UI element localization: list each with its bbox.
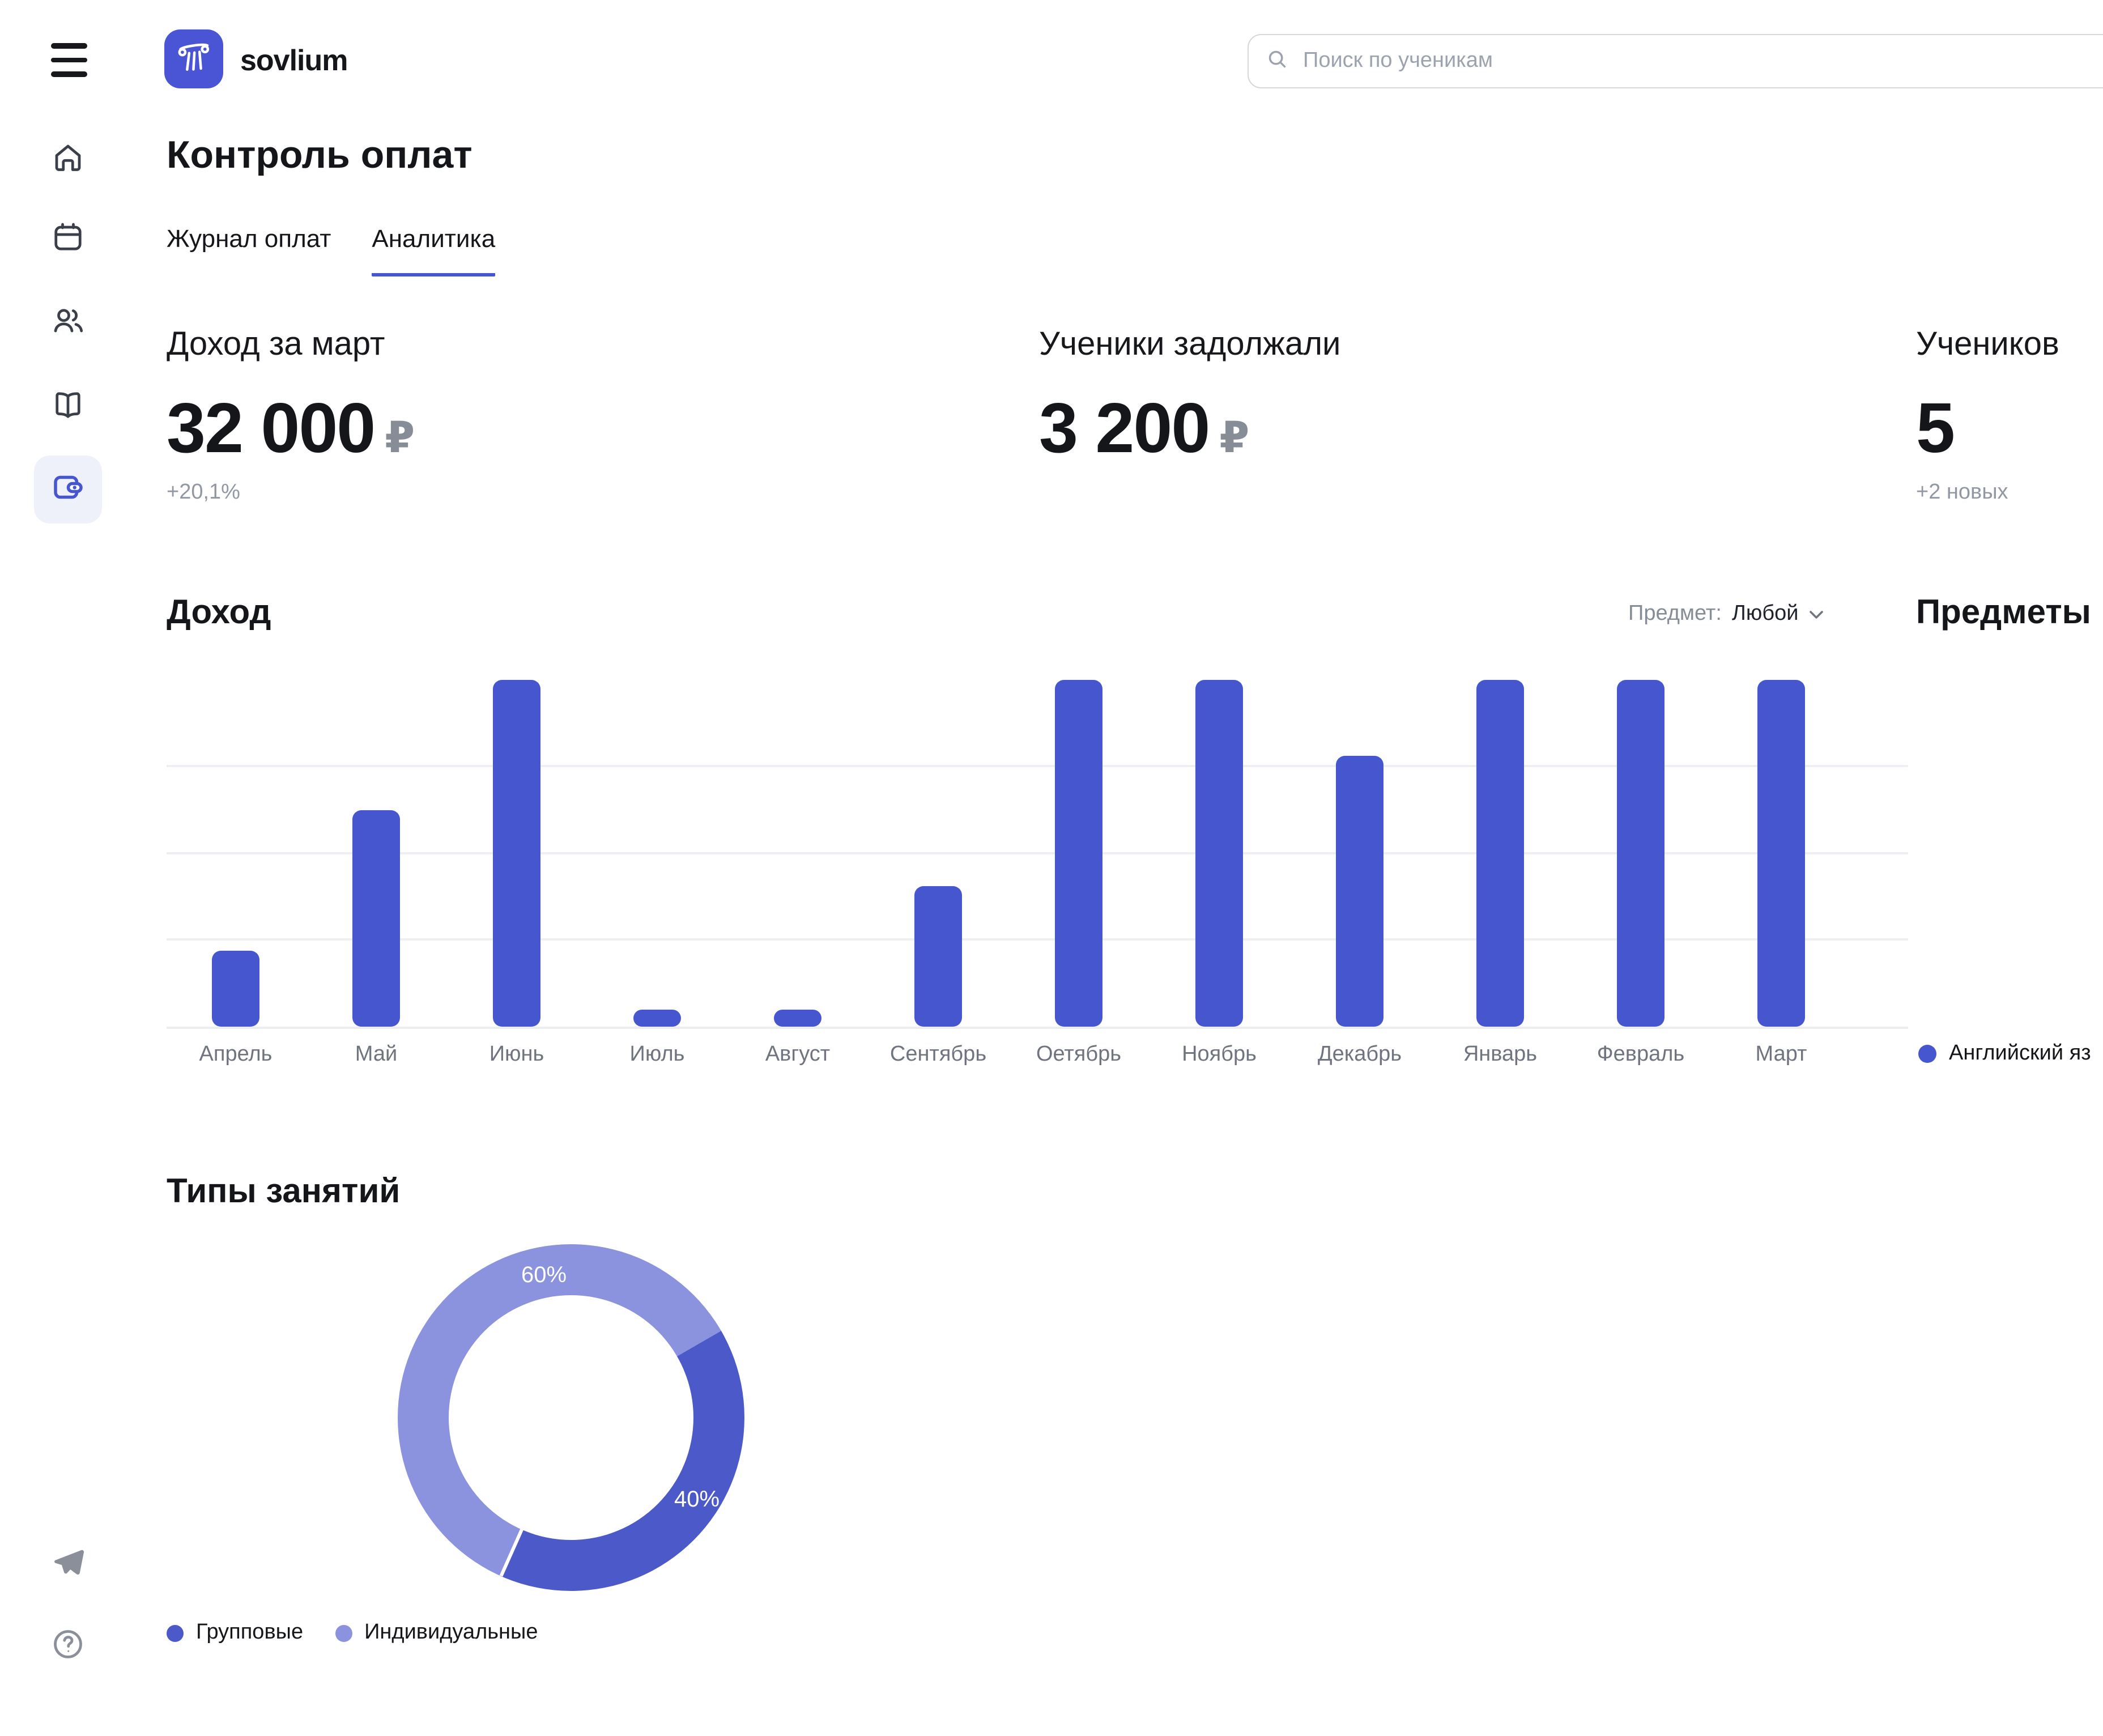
x-axis-label: Оетябрь: [1036, 1043, 1122, 1066]
search-icon: [1265, 46, 1289, 76]
x-axis-label: Май: [355, 1043, 398, 1066]
hamburger-menu-icon[interactable]: [51, 43, 87, 77]
x-axis-label: Февраль: [1597, 1043, 1685, 1066]
income-chart-title: Доход: [167, 594, 271, 631]
income-bar-chart: [167, 680, 1908, 1029]
lesson-types-title: Типы занятий: [167, 1173, 401, 1210]
stat-value: 32 000: [167, 390, 376, 468]
stat-income-march: Доход за март 32 000 ₽ +20,1%: [167, 326, 415, 505]
income-chart-legend: Английский яз: [1918, 1041, 2091, 1066]
donut-hole: [449, 1295, 693, 1540]
gridline: [167, 938, 1908, 941]
bar-Декабрь[interactable]: [1336, 756, 1383, 1027]
stat-label: Учеников: [1916, 326, 2059, 363]
donut-label-60: 60%: [521, 1263, 567, 1288]
x-axis-label: Июль: [629, 1043, 685, 1066]
x-axis-label: Сентябрь: [889, 1043, 987, 1066]
tab-payment-journal[interactable]: Журнал оплат: [167, 224, 331, 253]
book-icon: [51, 387, 85, 427]
x-axis-label: Апрель: [199, 1043, 273, 1066]
stat-students-owe: Ученики задолжали 3 200 ₽: [1039, 326, 1340, 469]
legend-dot-english: [1918, 1045, 1936, 1063]
sidebar-item-students[interactable]: [34, 289, 102, 357]
bar-Май[interactable]: [352, 810, 400, 1027]
legend-label-group: Групповые: [196, 1620, 304, 1644]
tab-bar: Журнал оплат Аналитика: [167, 224, 496, 276]
filter-value: Любой: [1731, 602, 1799, 626]
bar-Июнь[interactable]: [493, 680, 540, 1027]
search-box[interactable]: [1248, 34, 2103, 88]
x-axis-label: Ноябрь: [1182, 1043, 1257, 1066]
sidebar-item-home[interactable]: [34, 126, 102, 194]
column-icon: [173, 36, 214, 82]
legend-item-individual: Индивидуальные: [335, 1620, 538, 1645]
help-icon: [51, 1627, 85, 1666]
home-icon: [51, 140, 85, 180]
stat-label: Ученики задолжали: [1039, 326, 1341, 363]
legend-dot-group: [167, 1624, 184, 1641]
sidebar-item-calendar[interactable]: [34, 205, 102, 273]
stat-label: Доход за март: [167, 326, 385, 363]
sidebar-item-telegram[interactable]: [34, 1531, 102, 1599]
sidebar-item-payments[interactable]: [34, 456, 102, 524]
legend-item-group: Групповые: [167, 1620, 303, 1645]
income-chart-x-axis: Апрель Май Июнь Июль Август Сентябрь Оетябрь Но…: [167, 1043, 1908, 1072]
stat-students-count: Учеников 5 +2 новых: [1916, 326, 2059, 505]
x-axis-label: Март: [1755, 1043, 1807, 1066]
bar-Ноябрь[interactable]: [1195, 680, 1243, 1027]
tab-analytics[interactable]: Аналитика: [372, 224, 496, 276]
page-title: Контроль оплат: [167, 134, 472, 177]
subjects-panel-title: Предметы: [1916, 594, 2091, 631]
ruble-sign: ₽: [1219, 415, 1249, 462]
stat-delta: +20,1%: [167, 480, 240, 504]
calendar-icon: [51, 219, 85, 259]
x-axis-label: Январь: [1463, 1043, 1538, 1066]
legend-label-english: Английский яз: [1949, 1041, 2091, 1065]
lesson-types-donut-chart[interactable]: 60% 40%: [398, 1244, 744, 1591]
x-axis-label: Декабрь: [1317, 1043, 1402, 1066]
donut-label-40: 40%: [674, 1487, 720, 1512]
sidebar-item-materials[interactable]: [34, 373, 102, 441]
stat-delta: +2 новых: [1916, 480, 2008, 504]
bar-Август[interactable]: [774, 1010, 821, 1027]
brand-name: sovlium: [240, 43, 348, 77]
gridline: [167, 852, 1908, 854]
chevron-down-icon: [1808, 602, 1824, 627]
bar-Сентябрь[interactable]: [914, 886, 962, 1027]
filter-prefix: Предмет:: [1628, 602, 1722, 626]
users-icon: [51, 303, 85, 343]
bar-Апрель[interactable]: [212, 951, 259, 1027]
subject-filter-dropdown[interactable]: Предмет: Любой: [1628, 602, 1824, 627]
bar-Январь[interactable]: [1476, 680, 1524, 1027]
bar-Оетябрь[interactable]: [1055, 680, 1102, 1027]
bar-Июль[interactable]: [633, 1010, 681, 1027]
bar-Март[interactable]: [1757, 680, 1805, 1027]
legend-label-individual: Индивидуальные: [364, 1620, 538, 1644]
wallet-icon: [51, 470, 85, 509]
x-axis-label: Август: [765, 1043, 831, 1066]
telegram-icon: [51, 1545, 85, 1585]
lesson-types-legend: Групповые Индивидуальные: [167, 1620, 538, 1645]
legend-dot-individual: [335, 1624, 352, 1641]
stat-value: 3 200: [1039, 390, 1210, 468]
bar-Февраль[interactable]: [1617, 680, 1664, 1027]
search-input[interactable]: [1301, 48, 2103, 75]
app-logo[interactable]: [164, 29, 223, 88]
x-axis-label: Июнь: [489, 1043, 544, 1066]
gridline: [167, 765, 1908, 767]
ruble-sign: ₽: [385, 415, 415, 462]
sidebar-item-help[interactable]: [34, 1612, 102, 1680]
stat-value: 5: [1916, 390, 1955, 468]
